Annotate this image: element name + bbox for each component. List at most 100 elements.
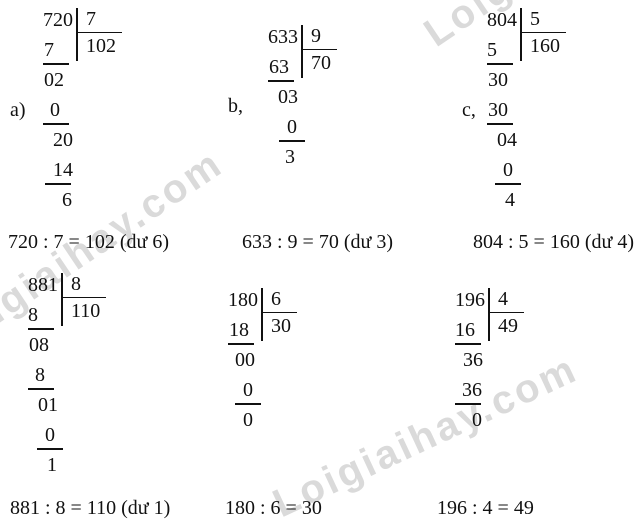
- work-step: 0: [228, 378, 261, 408]
- work-step: 0: [455, 408, 485, 438]
- work-step: 14: [43, 158, 73, 188]
- dividend-row: 633: [268, 25, 298, 55]
- divisor-row: 9: [303, 25, 337, 49]
- dividend-row: 881: [28, 273, 58, 303]
- subtraction-line: [455, 403, 481, 405]
- work-step: 18: [228, 318, 258, 348]
- dividend: 180: [228, 289, 258, 311]
- subtraction-line: [43, 123, 69, 125]
- division-equation: 196 : 4 = 49: [437, 497, 534, 519]
- quotient: 110: [71, 300, 101, 322]
- step-value: 0: [243, 379, 253, 401]
- quotient-row: 110: [63, 297, 107, 326]
- division-work: 720 7 02 0 20 14 6 7 102: [43, 8, 122, 218]
- divisor-row: 6: [263, 288, 297, 312]
- problem-label: b,: [228, 95, 243, 117]
- divisor-row: 5: [522, 8, 566, 32]
- dividend-column: 633 63 03 0 3: [268, 25, 305, 175]
- divisor-row: 8: [63, 273, 106, 297]
- divisor: 4: [498, 288, 508, 310]
- work-step: 0: [28, 423, 63, 453]
- division-equation: 720 : 7 = 102 (dư 6): [8, 231, 169, 253]
- division-work: 804 5 30 30 04 0 4 5 160: [487, 8, 566, 218]
- work-step: 8: [28, 363, 58, 393]
- long-division-problem: 720 7 02 0 20 14 6 7 102: [43, 8, 122, 218]
- step-value: 0: [503, 159, 513, 181]
- work-step: 0: [268, 115, 305, 145]
- work-step: 01: [28, 393, 58, 423]
- dividend-column: 881 8 08 8 01 0 1: [28, 273, 63, 483]
- dividend-column: 720 7 02 0 20 14 6: [43, 8, 76, 218]
- subtraction-line: [455, 343, 481, 345]
- step-value: 3: [285, 146, 295, 168]
- divisor: 6: [271, 288, 281, 310]
- step-value: 18: [229, 319, 249, 341]
- step-value: 36: [462, 379, 482, 401]
- step-value: 8: [28, 304, 38, 326]
- division-equation: 804 : 5 = 160 (dư 4): [473, 231, 634, 253]
- work-step: 20: [43, 128, 73, 158]
- work-step: 8: [28, 303, 58, 333]
- divisor-column: 9 70: [301, 25, 337, 78]
- problem-label: a): [10, 99, 26, 121]
- step-value: 01: [38, 394, 58, 416]
- problem-label: c,: [462, 99, 476, 121]
- divisor-column: 7 102: [76, 8, 122, 61]
- long-division-problem: 633 63 03 0 3 9 70: [268, 25, 337, 175]
- division-work: 633 63 03 0 3 9 70: [268, 25, 337, 175]
- step-value: 0: [45, 424, 55, 446]
- long-division-problem: 180 18 00 0 0 6 30: [228, 288, 297, 438]
- divisor: 7: [86, 8, 96, 30]
- quotient-row: 49: [490, 312, 524, 341]
- work-step: 5: [487, 38, 517, 68]
- step-value: 02: [44, 69, 64, 91]
- subtraction-line: [228, 343, 254, 345]
- subtraction-line: [268, 80, 294, 82]
- dividend: 881: [28, 274, 58, 296]
- divisor-column: 4 49: [488, 288, 524, 341]
- work-step: 30: [487, 68, 517, 98]
- divisor-row: 4: [490, 288, 524, 312]
- divisor-row: 7: [78, 8, 122, 32]
- work-step: 16: [455, 318, 485, 348]
- dividend-column: 804 5 30 30 04 0 4: [487, 8, 521, 218]
- subtraction-line: [279, 140, 305, 142]
- subtraction-line: [487, 63, 513, 65]
- quotient-row: 102: [78, 32, 122, 61]
- long-division-problem: 804 5 30 30 04 0 4 5 160: [487, 8, 566, 218]
- subtraction-line: [235, 403, 261, 405]
- step-value: 0: [472, 409, 482, 431]
- subtraction-line: [495, 183, 521, 185]
- step-value: 36: [463, 349, 483, 371]
- dividend-row: 196: [455, 288, 485, 318]
- subtraction-line: [28, 388, 54, 390]
- divisor-column: 8 110: [61, 273, 107, 326]
- quotient-row: 30: [263, 312, 297, 341]
- step-value: 30: [488, 99, 508, 121]
- divisor-column: 6 30: [261, 288, 297, 341]
- quotient: 102: [86, 35, 116, 57]
- dividend: 633: [268, 26, 298, 48]
- work-step: 02: [43, 68, 73, 98]
- step-value: 7: [44, 39, 54, 61]
- divisor: 9: [311, 25, 321, 47]
- quotient: 49: [498, 315, 518, 337]
- work-step: 7: [43, 38, 73, 68]
- step-value: 00: [235, 349, 255, 371]
- work-step: 30: [487, 98, 517, 128]
- step-value: 14: [53, 159, 73, 181]
- step-value: 30: [488, 69, 508, 91]
- subtraction-line: [45, 183, 71, 185]
- division-work: 180 18 00 0 0 6 30: [228, 288, 297, 438]
- work-step: 0: [487, 158, 521, 188]
- work-step: 36: [455, 378, 485, 408]
- work-step: 03: [268, 85, 298, 115]
- work-step: 6: [43, 188, 73, 218]
- long-division-problem: 196 16 36 36 0 4 49: [455, 288, 524, 438]
- step-value: 0: [243, 409, 253, 431]
- step-value: 4: [505, 189, 515, 211]
- step-value: 1: [47, 454, 57, 476]
- division-work: 196 16 36 36 0 4 49: [455, 288, 524, 438]
- dividend: 804: [487, 9, 517, 31]
- dividend-column: 180 18 00 0 0: [228, 288, 261, 438]
